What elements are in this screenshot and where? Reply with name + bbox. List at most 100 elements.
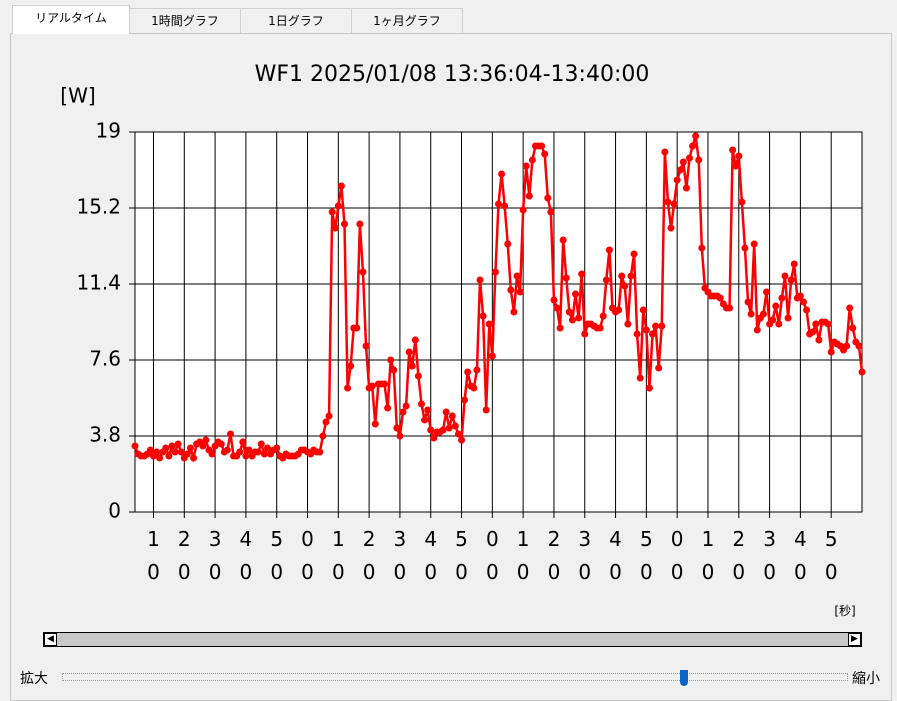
data-point	[347, 362, 355, 370]
data-point	[359, 268, 367, 276]
x-tick-label: 10	[516, 527, 530, 584]
data-point	[387, 356, 395, 364]
data-point	[239, 438, 247, 446]
data-point	[153, 448, 161, 456]
data-point	[273, 444, 281, 452]
data-point	[781, 272, 789, 280]
zoom-out-label: 縮小	[852, 671, 880, 687]
data-point	[217, 440, 225, 448]
x-tick-label: 50	[270, 527, 284, 584]
data-point	[390, 366, 398, 374]
data-point	[396, 432, 404, 440]
data-point	[729, 146, 737, 154]
data-point	[316, 448, 324, 456]
data-point	[741, 244, 749, 252]
data-point	[482, 406, 490, 414]
chart-title: WF1 2025/01/08 13:36:04-13:40:00	[255, 62, 650, 87]
data-point	[572, 290, 580, 298]
x-tick-label: 30	[208, 527, 222, 584]
data-point	[485, 320, 493, 328]
data-point	[501, 202, 509, 210]
y-tick-label: 15.2	[76, 195, 121, 219]
x-tick-label: 10	[147, 527, 160, 584]
data-point	[633, 330, 641, 338]
data-point	[208, 450, 216, 458]
data-point	[424, 406, 432, 414]
data-point	[747, 310, 755, 318]
data-point	[186, 444, 194, 452]
y-tick-label: 7.6	[89, 347, 121, 371]
data-point	[242, 452, 250, 460]
data-point	[846, 304, 854, 312]
data-point	[427, 426, 435, 434]
y-tick-label: 0	[108, 499, 121, 523]
x-tick-label: 20	[177, 527, 191, 584]
data-point	[491, 268, 499, 276]
x-tick-label: 40	[794, 527, 807, 584]
data-point	[495, 200, 502, 208]
zoom-slider[interactable]	[62, 673, 848, 681]
data-point	[226, 430, 234, 438]
chart: WF1 2025/01/08 13:36:04-13:40:00 [W] [秒]…	[60, 62, 866, 618]
scroll-left[interactable]: ◀	[44, 633, 57, 646]
data-point	[815, 336, 823, 344]
data-point	[843, 342, 851, 350]
data-point	[642, 326, 650, 334]
data-point	[411, 336, 419, 344]
x-tick-label: 20	[547, 527, 561, 584]
data-point	[421, 416, 429, 424]
data-point	[649, 330, 657, 338]
x-tick-label: 00	[301, 527, 314, 584]
x-tick-label: 20	[732, 527, 746, 584]
scroll-right[interactable]: ▶	[848, 633, 861, 646]
data-point	[525, 192, 533, 200]
data-point	[257, 440, 265, 448]
x-tick-label: 10	[701, 527, 715, 584]
data-point	[602, 276, 610, 284]
data-point	[199, 442, 207, 450]
tab[interactable]: 1ヶ月グラフ	[351, 8, 463, 33]
data-point	[498, 170, 506, 178]
data-point	[682, 184, 690, 192]
data-point	[799, 298, 807, 306]
data-point	[476, 276, 484, 284]
data-point	[325, 412, 333, 420]
data-point	[399, 408, 407, 416]
tab[interactable]: 1日グラフ	[240, 8, 352, 33]
data-point	[559, 236, 567, 244]
data-point	[661, 148, 669, 156]
x-tick-label: 30	[393, 527, 407, 584]
data-point	[319, 432, 327, 440]
x-tick-label: 50	[455, 527, 468, 584]
data-point	[562, 274, 570, 282]
data-point	[812, 320, 820, 328]
data-point	[458, 436, 466, 444]
tab[interactable]: リアルタイム	[12, 5, 130, 34]
data-point	[685, 154, 693, 162]
data-point	[202, 436, 210, 444]
data-point	[639, 306, 647, 314]
data-point	[156, 454, 164, 462]
data-point	[673, 176, 681, 184]
data-point	[402, 402, 410, 410]
data-point	[507, 286, 515, 294]
zoom-thumb[interactable]	[680, 670, 688, 686]
data-point	[596, 324, 604, 332]
data-point	[695, 156, 703, 164]
data-point	[726, 304, 734, 312]
x-tick-label: 30	[763, 527, 776, 584]
y-tick-label: 3.8	[89, 423, 121, 447]
y-tick-label: 11.4	[76, 271, 121, 295]
x-tick-label: 10	[331, 527, 345, 584]
data-point	[340, 220, 348, 228]
data-point	[772, 302, 780, 310]
data-point	[522, 162, 530, 170]
data-point	[381, 380, 389, 388]
data-point	[331, 224, 339, 232]
data-point	[565, 308, 573, 316]
data-point	[445, 424, 453, 432]
x-tick-label: 00	[485, 527, 499, 584]
data-point	[636, 374, 644, 382]
scrollbar[interactable]: ◀ ▶	[43, 632, 862, 647]
